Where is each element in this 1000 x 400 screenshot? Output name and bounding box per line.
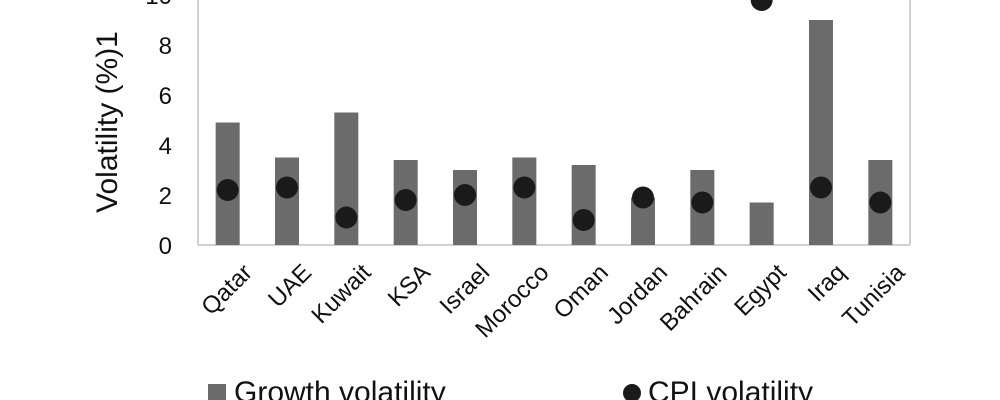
x-tick-label: UAE — [263, 259, 317, 313]
y-axis: 0 2 4 6 8 10 — [145, 0, 172, 260]
cpi-volatility-markers — [216, 0, 892, 231]
legend-cpi-marker — [623, 384, 641, 400]
x-tick-label: KSA — [383, 259, 436, 312]
x-tick-label: Kuwait — [306, 259, 376, 329]
y-tick-label: 8 — [159, 33, 172, 60]
cpi-marker-bahrain — [691, 191, 714, 214]
x-tick-label: Egypt — [729, 259, 792, 322]
cpi-marker-kuwait — [335, 206, 358, 229]
x-tick-label: Iraq — [803, 259, 851, 307]
y-tick-label: 4 — [159, 133, 172, 160]
y-tick-label: 0 — [159, 233, 172, 260]
legend: Growth volatility CPI volatility — [208, 376, 813, 400]
y-tick-label: 10 — [145, 0, 172, 10]
growth-bar-iraq — [809, 20, 833, 245]
growth-bar-uae — [275, 157, 299, 245]
cpi-marker-ksa — [394, 189, 417, 211]
growth-bar-morocco — [512, 157, 537, 245]
growth-bar-egypt — [749, 202, 774, 245]
cpi-marker-oman — [572, 209, 595, 231]
cpi-marker-morocco — [513, 176, 536, 199]
legend-cpi-label: CPI volatility — [648, 376, 813, 400]
cpi-marker-israel — [454, 184, 476, 206]
cpi-marker-iraq — [810, 176, 832, 199]
x-tick-label: Tunisia — [837, 259, 911, 333]
growth-volatility-bars — [215, 20, 893, 245]
legend-growth-label: Growth volatility — [234, 376, 446, 400]
growth-bar-israel — [453, 170, 477, 245]
x-tick-label: Bahrain — [655, 259, 733, 337]
cpi-marker-egypt — [750, 0, 773, 11]
cpi-marker-jordan — [632, 186, 654, 209]
legend-growth-swatch — [208, 384, 226, 400]
x-tick-label: Oman — [548, 259, 613, 324]
cpi-marker-qatar — [216, 179, 239, 201]
plot-frame — [197, 0, 911, 246]
y-axis-label: Volatility (%)1 — [91, 31, 124, 213]
cpi-marker-uae — [276, 176, 298, 199]
y-tick-label: 6 — [159, 83, 172, 110]
cpi-marker-tunisia — [869, 191, 892, 214]
growth-bar-oman — [571, 165, 596, 245]
x-tick-label: Qatar — [196, 259, 258, 321]
y-tick-label: 2 — [159, 183, 172, 210]
